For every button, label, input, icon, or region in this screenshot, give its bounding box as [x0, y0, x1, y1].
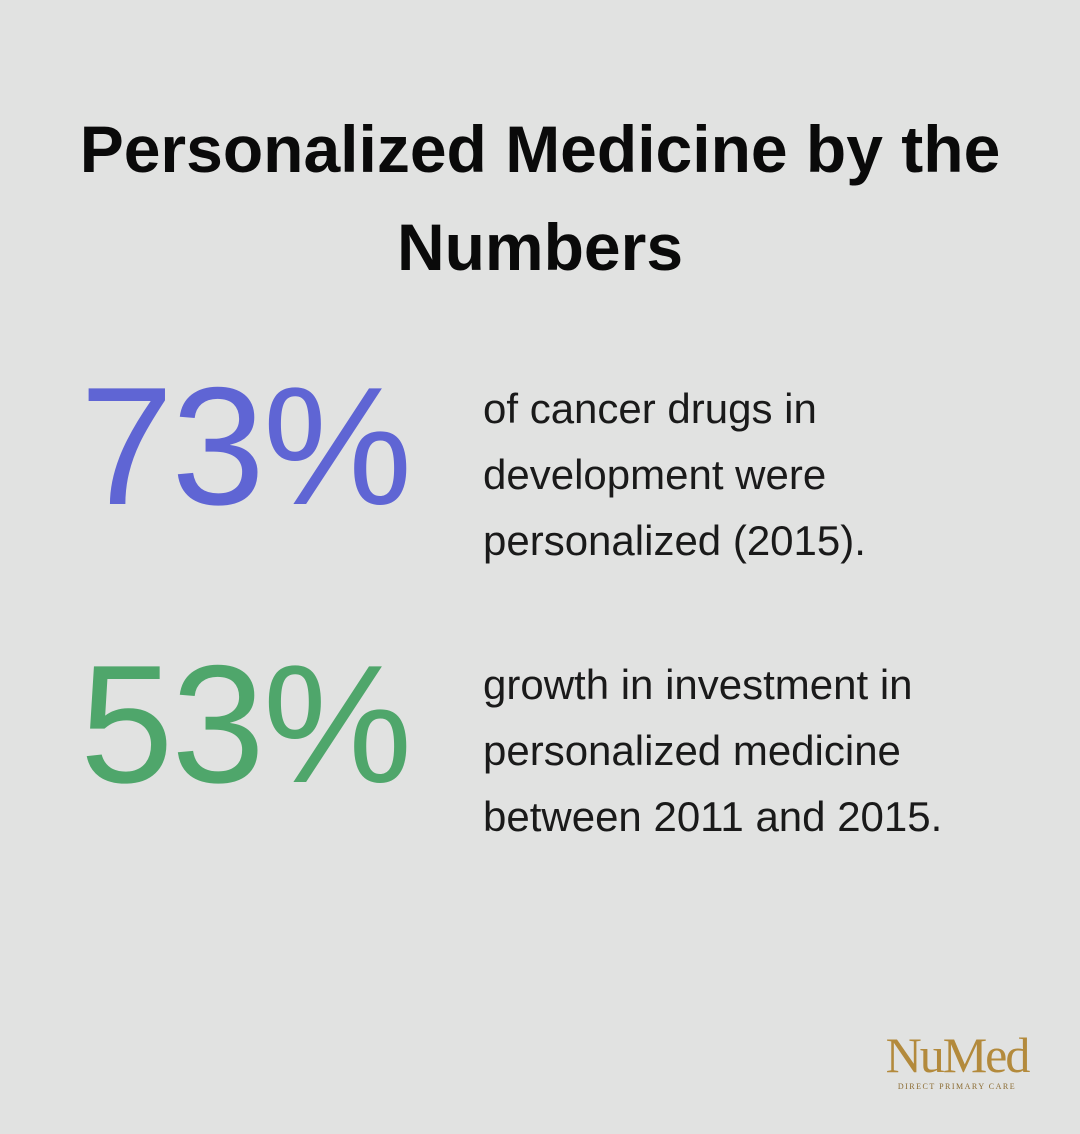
title: Personalized Medicine by the Numbers — [79, 112, 1001, 284]
stat-value: 53% — [80, 630, 412, 818]
logo: NuMed DIRECT PRIMARY CARE — [872, 1030, 1042, 1091]
logo-name: NuMed — [885, 1027, 1031, 1083]
stat-description: of cancer drugs in development were pers… — [483, 385, 866, 564]
stat-value: 73% — [80, 352, 412, 540]
stat-description: growth in investment in personalized med… — [483, 661, 943, 840]
logo-tagline: DIRECT PRIMARY CARE — [897, 1082, 1017, 1091]
